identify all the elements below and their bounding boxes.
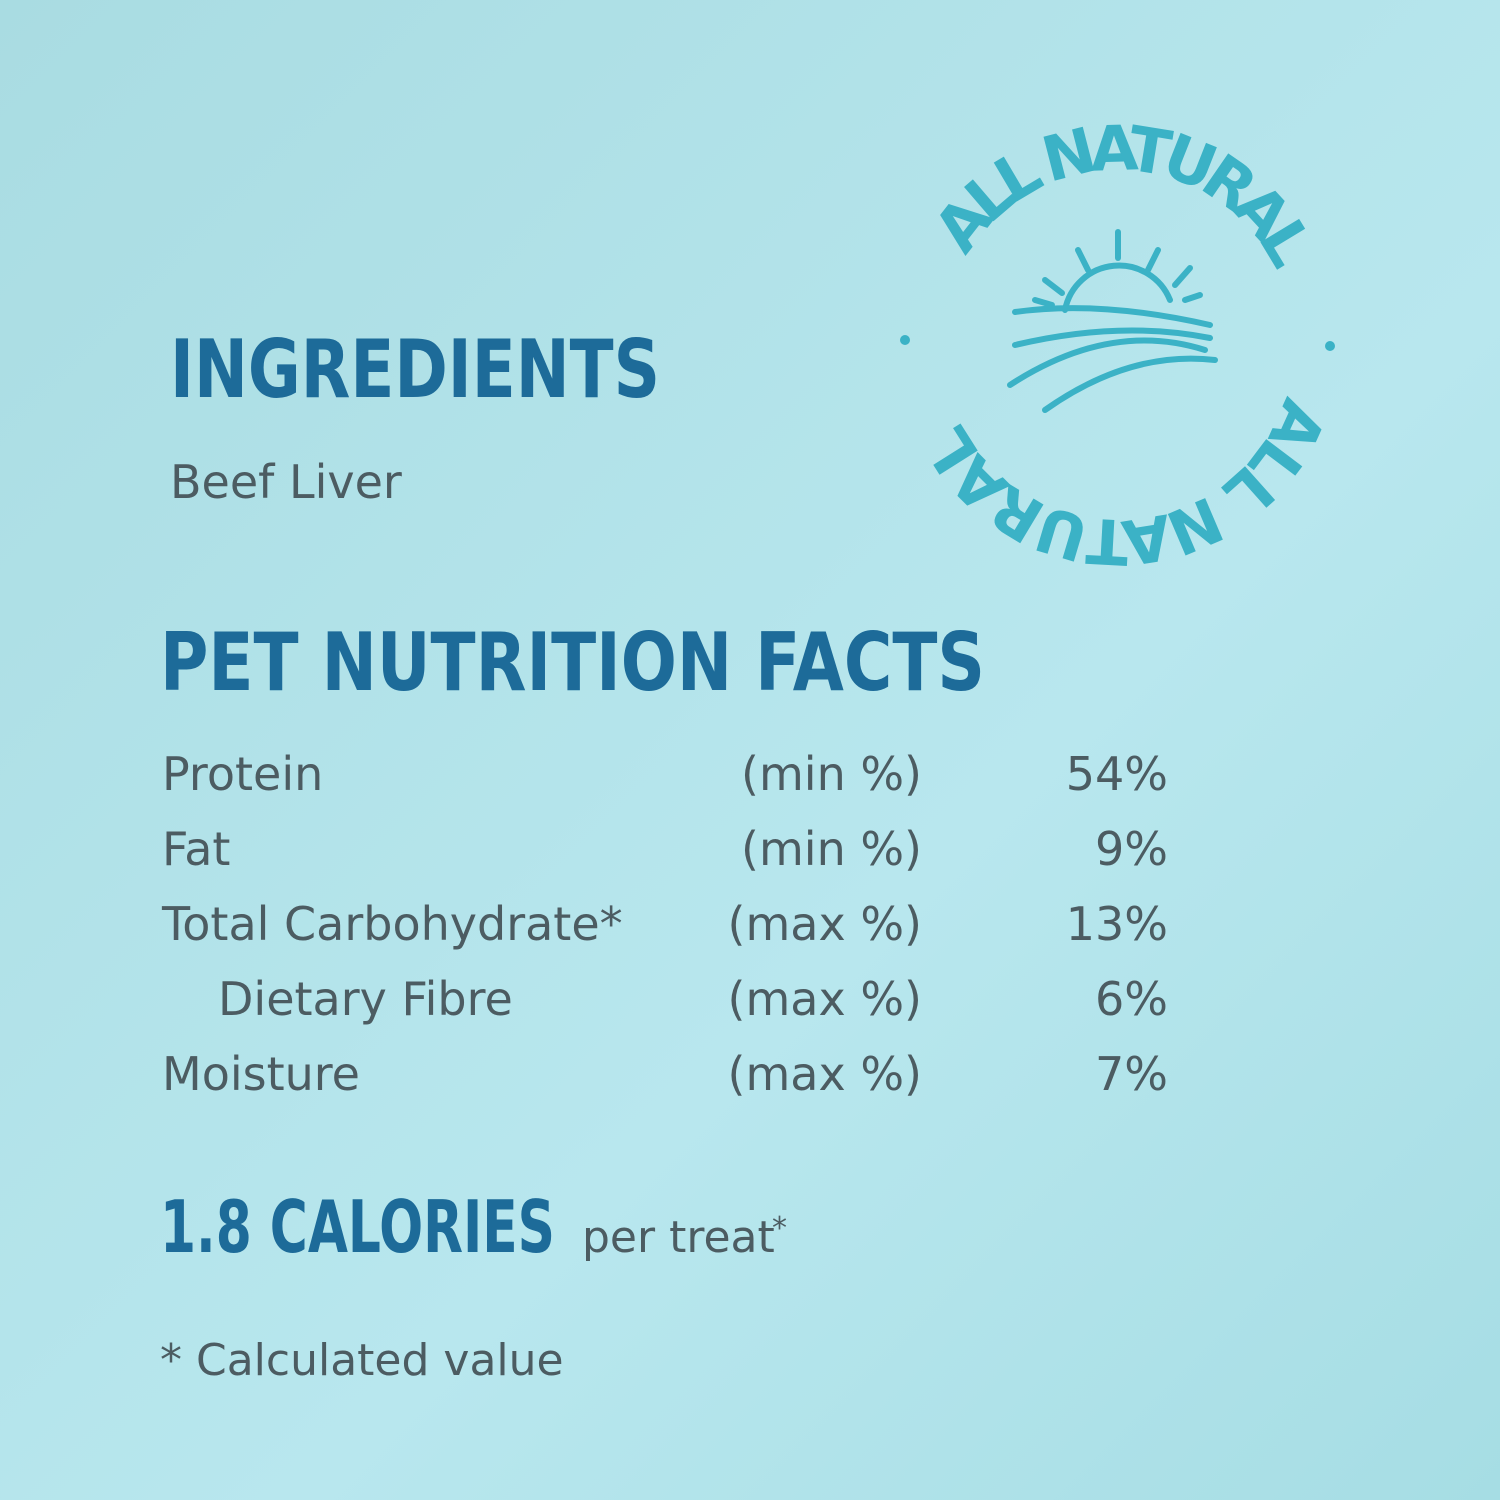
calories-unit: per treat (582, 1212, 775, 1263)
row-value: 13% (1066, 897, 1168, 951)
badge-dot (1325, 341, 1335, 351)
row-basis: (max %) (728, 972, 922, 1026)
ingredients-text: Beef Liver (170, 455, 402, 509)
row-value: 7% (1095, 1047, 1168, 1101)
calories-headline: 1.8 CALORIES (160, 1185, 555, 1269)
row-value: 6% (1095, 972, 1168, 1026)
footnote: * Calculated value (160, 1335, 564, 1386)
row-name: Protein (162, 747, 323, 801)
row-basis: (min %) (741, 747, 922, 801)
badge-dot (900, 335, 910, 345)
row-name: Moisture (162, 1047, 360, 1101)
row-basis: (max %) (728, 897, 922, 951)
row-basis: (min %) (741, 822, 922, 876)
nutrition-title: PET NUTRITION FACTS (160, 616, 985, 709)
row-name: Fat (162, 822, 230, 876)
sun-icon (1007, 229, 1218, 413)
ingredients-title: INGREDIENTS (170, 323, 660, 416)
nutrition-table: Protein (min %) 54% Fat (min %) 9% Total Carbo… (161, 747, 1168, 1101)
row-name: Dietary Fibre (218, 972, 513, 1026)
row-value: 54% (1066, 747, 1168, 801)
row-name: Total Carbohydrate* (161, 897, 623, 951)
calories-mark: * (772, 1211, 787, 1246)
row-value: 9% (1095, 822, 1168, 876)
row-basis: (max %) (728, 1047, 922, 1101)
